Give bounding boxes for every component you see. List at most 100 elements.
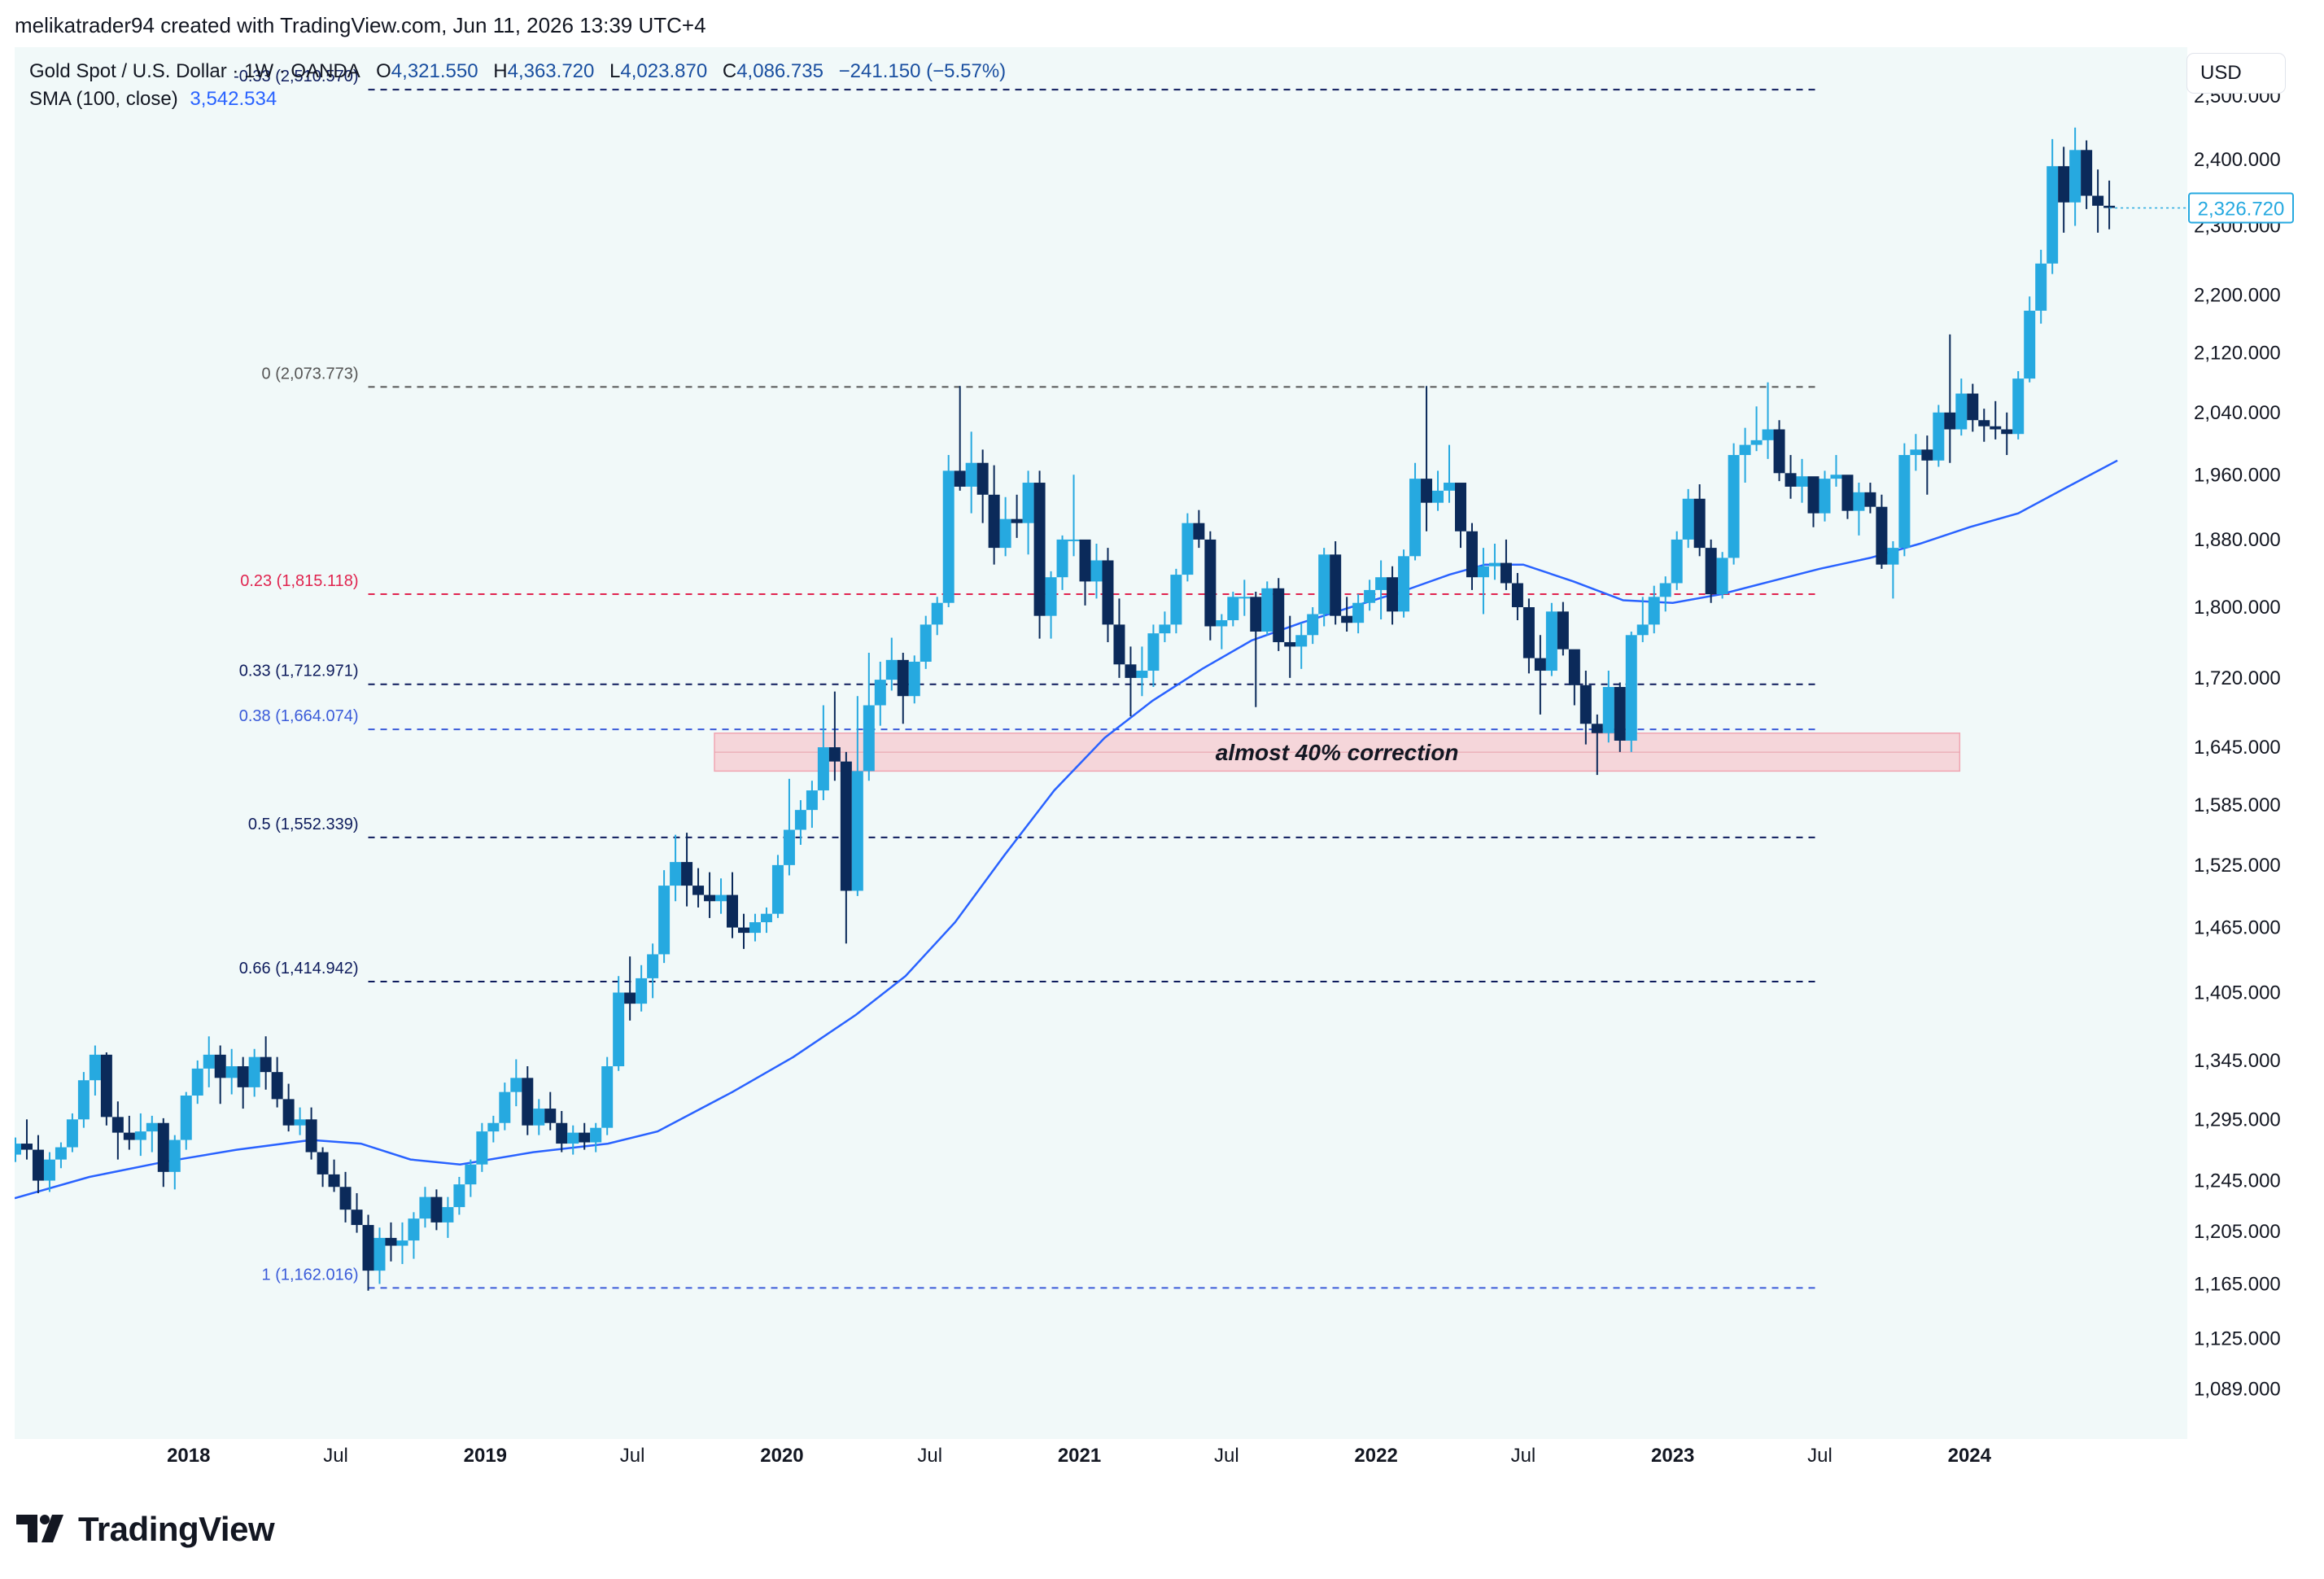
last-price-box [2188,192,2294,224]
candle-up [1477,566,1489,578]
candle-up [1170,575,1182,625]
time-tick-label: Jul [1214,1445,1239,1467]
candle-up [1887,548,1899,565]
candle-up [1955,393,1968,430]
fib-level-label: 0 (2,073.773) [262,365,359,383]
candle-up [965,462,977,487]
candle-down [1990,426,2002,430]
candle-up [1625,635,1637,741]
fib-level-label: 1 (1,162.016) [262,1266,359,1284]
time-tick-label: Jul [323,1445,348,1467]
candle-up [783,829,795,865]
candle-down [2092,195,2104,206]
candle-up [1068,539,1080,541]
candle-down [727,894,739,928]
candle-down [1011,518,1023,523]
candle-up [670,862,682,886]
candle-down [828,747,841,762]
candle-up [453,1184,465,1208]
price-axis-background[interactable] [2187,47,2309,1481]
candle-up [374,1237,386,1271]
candle-up [1636,624,1649,636]
candle-up [1488,562,1501,566]
sma-value: 3,542.534 [190,88,277,110]
time-axis-background[interactable] [15,1439,2187,1481]
time-axis[interactable]: 2018 Jul 2019 Jul 2020 Jul 2021 Jul 2022 Jul 2023 J… [15,1439,2187,1481]
candle-up [1830,475,1842,479]
currency-button[interactable]: USD [2187,54,2285,93]
candle-up [1545,611,1557,671]
candle-down [737,927,749,934]
candle-up [647,954,659,978]
price-axis[interactable]: 2,500.0002,400.0002,300.0002,200.0002,12… [2187,47,2309,1481]
price-tick-label: 1,089.000 [2194,1378,2281,1400]
candle-up [1056,539,1068,578]
tradingview-logo: TradingView [16,1510,275,1549]
candle-up [1853,492,1865,511]
candle-down [32,1149,44,1181]
candle-up [794,810,806,830]
candle-down [260,1056,272,1073]
candle-down [1784,473,1797,487]
candle-up [1227,597,1239,621]
candle-down [282,1099,295,1126]
time-tick-label: Jul [917,1445,942,1467]
tradingview-logo-icon [16,1515,63,1542]
candle-down [840,761,852,891]
candle-up [874,680,886,706]
candle-down [1421,479,1433,503]
candle-up [942,470,954,603]
candle-up [636,978,648,1004]
correction-zone-label: almost 40% correction [1216,740,1459,765]
price-chart[interactable]: -0.33 (2,510.570) 0 (2,073.773) 0.23 (1,81… [15,47,2309,1481]
candle-up [749,922,761,934]
price-tick-label: 1,720.000 [2194,667,2281,689]
candle-up [1898,455,1911,549]
candle-up [1910,449,1922,456]
price-tick-label: 1,245.000 [2194,1170,2281,1192]
price-tick-label: 1,345.000 [2194,1050,2281,1072]
fib-level-label: 0.23 (1,815.118) [240,572,358,590]
candle-up [134,1131,146,1140]
candle-up [1432,490,1444,503]
candle-up [806,790,818,811]
candle-up [1022,483,1034,523]
brand-name: TradingView [78,1510,275,1548]
candle-up [1762,429,1774,440]
candle-down [20,1144,33,1150]
candle-up [248,1056,260,1087]
candle-up [771,864,784,914]
candle-up [2024,310,2036,379]
candle-up [863,705,875,772]
candle-up [658,886,671,955]
chart-area[interactable]: -0.33 (2,510.570) 0 (2,073.773) 0.23 (1,81… [15,47,2309,1481]
candle-up [396,1240,408,1246]
price-tick-label: 1,465.000 [2194,917,2281,939]
price-tick-label: 2,040.000 [2194,402,2281,424]
fib-level-label: 0.5 (1,552.339) [248,816,359,833]
candle-down [123,1132,135,1140]
correction-zone[interactable]: almost 40% correction [714,733,1961,772]
candle-down [1568,649,1580,685]
candle-up [1933,412,1945,461]
candle-down [1876,506,1888,565]
candle-down [1511,583,1523,608]
candle-down [1284,641,1296,647]
candle-up [1295,635,1308,647]
candle-down [339,1187,352,1210]
candle-down [988,494,1000,549]
symbol-name[interactable]: Gold Spot / U.S. Dollar · 1W · OANDA [29,60,360,82]
sma-legend[interactable]: SMA (100, close) 3,542.534 [29,88,277,111]
candle-down [897,659,909,697]
candle-up [1159,624,1171,634]
symbol-legend[interactable]: Gold Spot / U.S. Dollar · 1W · OANDA O4,… [29,60,1006,83]
sma-label[interactable]: SMA (100, close) [29,88,178,110]
candle-up [1602,687,1614,733]
price-tick-label: 1,525.000 [2194,855,2281,877]
price-tick-label: 1,295.000 [2194,1109,2281,1131]
price-tick-label: 2,120.000 [2194,342,2281,364]
candle-up [408,1218,420,1241]
fib-retracement[interactable]: -0.33 (2,510.570) 0 (2,073.773) 0.23 (1,81… [234,68,1820,1289]
candle-down [624,992,636,1004]
candle-up [1352,602,1365,623]
